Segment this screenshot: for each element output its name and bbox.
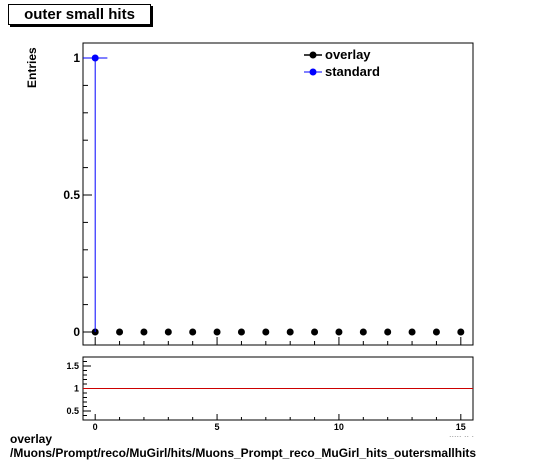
y-axis-label: Entries [25,47,39,88]
main-plot-frame [82,42,474,346]
data-point-overlay [408,328,416,336]
main-y-axis: 00.51 [63,51,92,339]
ratio-x-tick-label: 5 [215,422,220,432]
y-tick-label: 0 [73,325,80,339]
data-point-overlay [432,328,440,336]
data-point-overlay [262,328,270,336]
data-point-overlay [164,328,172,336]
legend-label-overlay: overlay [325,47,371,62]
data-point-overlay [384,328,392,336]
ratio-x-tick-label: 0 [93,422,98,432]
y-tick-label: 0.5 [63,188,80,202]
main-x-axis [94,337,462,345]
legend: overlay standard [304,47,380,79]
y-tick-label: 1 [73,51,80,65]
data-point-overlay [335,328,343,336]
ratio-x-tick-label: 15 [456,422,466,432]
footer-label: overlay [10,432,53,446]
ratio-x-tick-label: 10 [334,422,344,432]
data-point-overlay [286,328,294,336]
data-point-overlay [140,328,148,336]
data-point-overlay [237,328,245,336]
data-point-overlay [189,328,197,336]
data-point-standard [91,54,99,62]
data-point-overlay [457,328,465,336]
ratio-y-tick-label: 0.5 [66,406,79,416]
data-point-overlay [311,328,319,336]
main-data-points [83,54,465,336]
legend-marker-overlay [309,51,317,59]
chart-title: outer small hits [8,4,151,25]
ratio-y-tick-label: 1.5 [66,361,79,371]
data-point-overlay [213,328,221,336]
legend-label-standard: standard [325,64,380,79]
legend-marker-standard [309,68,317,76]
x-axis-label-fragment: ..... .. . [449,429,474,439]
ratio-y-tick-label: 1 [74,384,79,394]
footer-path: /Muons/Prompt/reco/MuGirl/hits/Muons_Pro… [10,446,477,460]
ratio-x-axis: 0 5 10 15 [93,414,466,432]
data-point-overlay [116,328,124,336]
data-point-overlay [359,328,367,336]
